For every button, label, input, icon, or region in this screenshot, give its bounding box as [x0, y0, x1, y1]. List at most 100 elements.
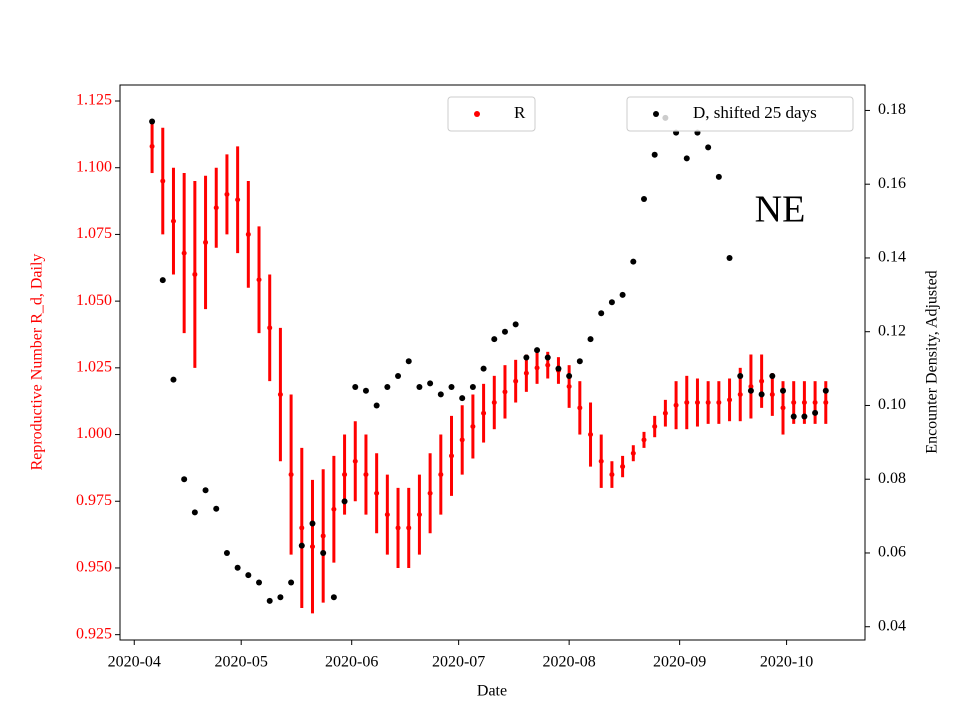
point — [598, 458, 604, 464]
point — [566, 384, 572, 390]
point — [640, 195, 647, 202]
point — [566, 372, 573, 379]
point — [630, 258, 637, 265]
point — [363, 472, 369, 478]
y2-tick-label: 0.10 — [878, 396, 906, 413]
point — [726, 254, 733, 261]
point — [662, 410, 668, 416]
point — [469, 384, 476, 391]
point — [341, 498, 348, 505]
point — [406, 525, 412, 531]
point — [780, 387, 787, 394]
y-tick-label: 0.950 — [76, 559, 112, 576]
point — [405, 358, 412, 365]
point — [737, 392, 743, 398]
point — [501, 328, 508, 335]
point — [705, 144, 712, 151]
point — [812, 409, 819, 416]
point — [149, 143, 155, 149]
point — [769, 392, 775, 398]
y2-tick-label: 0.16 — [878, 175, 906, 192]
y-tick-label: 1.100 — [76, 158, 112, 175]
point — [769, 372, 776, 379]
point — [277, 392, 283, 398]
point — [256, 579, 263, 586]
point — [780, 405, 786, 411]
point — [577, 405, 583, 411]
legend-label: D, shifted 25 days — [693, 103, 817, 122]
y2-tick-label: 0.14 — [878, 249, 906, 266]
point — [523, 370, 529, 376]
point — [534, 347, 541, 354]
point — [790, 413, 797, 420]
point — [823, 400, 829, 406]
point — [299, 525, 305, 531]
point — [598, 310, 605, 317]
point — [758, 391, 765, 398]
point — [619, 291, 626, 298]
y-tick-label: 1.050 — [76, 292, 112, 309]
point — [266, 597, 273, 604]
point — [245, 572, 252, 579]
x-tick-label: 2020-09 — [653, 654, 706, 671]
point — [437, 391, 444, 398]
legend-label: R — [514, 103, 526, 122]
point — [555, 365, 562, 372]
point — [170, 218, 176, 224]
x-tick-label: 2020-04 — [108, 654, 161, 671]
point — [481, 410, 487, 416]
point — [716, 400, 722, 406]
point — [544, 354, 551, 361]
point — [362, 387, 369, 394]
point — [170, 376, 177, 383]
point — [652, 424, 658, 430]
point — [534, 365, 540, 371]
point — [651, 151, 658, 158]
point — [309, 544, 315, 550]
point — [737, 372, 744, 379]
point — [491, 336, 498, 343]
point — [374, 490, 380, 496]
point — [545, 362, 551, 368]
point — [608, 299, 615, 306]
legend-marker — [653, 111, 659, 117]
y-axis-label: Reproductive Number R_d, Daily — [29, 254, 46, 471]
point — [502, 389, 508, 395]
point — [513, 378, 519, 384]
point — [576, 358, 583, 365]
y-tick-label: 1.125 — [76, 92, 112, 109]
point — [641, 437, 647, 443]
point — [320, 549, 327, 556]
point — [224, 191, 230, 197]
y-tick-label: 0.975 — [76, 492, 112, 509]
plot-frame — [119, 84, 866, 641]
point — [181, 476, 188, 483]
x-axis-label: Date — [477, 683, 507, 700]
point — [235, 197, 241, 203]
point — [427, 490, 433, 496]
y-tick-label: 0.925 — [76, 625, 112, 642]
point — [801, 400, 807, 406]
point — [342, 472, 348, 478]
point — [256, 277, 262, 283]
x-tick-label: 2020-07 — [432, 654, 485, 671]
point — [330, 594, 337, 601]
point — [523, 354, 530, 361]
point — [673, 402, 679, 408]
y2-tick-label: 0.04 — [878, 617, 906, 634]
point — [791, 400, 797, 406]
y2-tick-label: 0.06 — [878, 544, 906, 561]
legend-marker — [474, 111, 480, 117]
point — [747, 387, 754, 394]
point — [213, 505, 220, 512]
annotation: NE — [755, 189, 806, 231]
point — [684, 400, 690, 406]
y2-tick-label: 0.18 — [878, 101, 906, 118]
point — [277, 594, 284, 601]
point — [683, 155, 690, 162]
point — [288, 579, 295, 586]
point — [416, 512, 422, 518]
point — [759, 378, 765, 384]
point — [309, 520, 316, 527]
